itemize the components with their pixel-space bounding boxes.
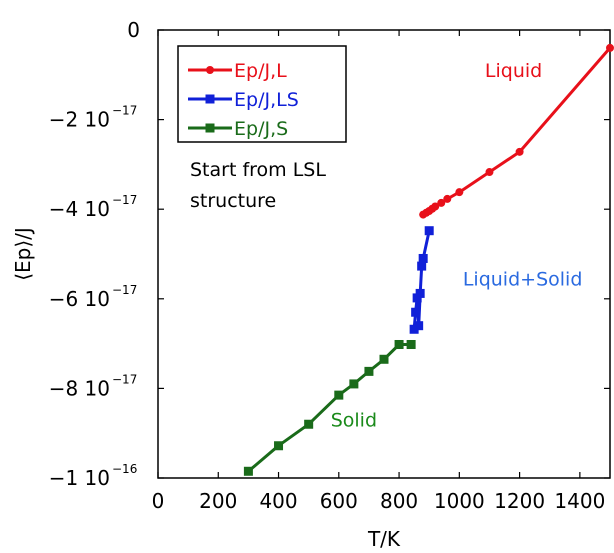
data-point xyxy=(443,194,452,203)
y-tick-label: −1 10 −16 xyxy=(49,462,138,490)
data-point xyxy=(415,288,425,298)
series-0 xyxy=(419,43,614,219)
y-tick-label: 0 xyxy=(127,18,140,42)
y-tick-exponent: −17 xyxy=(112,372,137,386)
region-label: Liquid+Solid xyxy=(463,268,583,290)
y-tick-mantissa: −6 10 xyxy=(49,287,110,311)
axis-ticks xyxy=(157,29,610,479)
x-axis-title: T/K xyxy=(367,527,401,551)
legend-entry: Ep/J,LS xyxy=(188,89,299,111)
data-point xyxy=(409,324,419,334)
y-tick-labels: 0−2 10 −17−4 10 −17−6 10 −17−8 10 −17−1 10 −1… xyxy=(49,18,140,490)
annotations: Liquid Liquid+Solid Solid xyxy=(331,60,583,431)
y-tick-mantissa: 0 xyxy=(127,18,140,42)
series-2 xyxy=(243,339,416,476)
y-tick-exponent: −16 xyxy=(112,462,137,476)
legend-note-line-2: structure xyxy=(190,190,276,212)
legend-entry: Ep/J,L xyxy=(188,60,287,82)
y-tick-exponent: −17 xyxy=(112,193,137,207)
legend-label: Ep/J,LS xyxy=(234,89,299,111)
series-layer xyxy=(243,43,614,476)
y-tick-label: −6 10 −17 xyxy=(49,283,138,311)
y-tick-label: −2 10 −17 xyxy=(49,104,138,132)
y-tick-exponent: −17 xyxy=(112,283,137,297)
data-point xyxy=(515,147,524,156)
data-point xyxy=(394,339,404,349)
data-point xyxy=(379,354,389,364)
legend-note-line-1: Start from LSL xyxy=(190,159,326,181)
data-point xyxy=(417,261,427,271)
plot-frame xyxy=(157,29,611,479)
data-point xyxy=(274,441,284,451)
y-tick-mantissa: −4 10 xyxy=(49,197,110,221)
legend-entry: Ep/J,S xyxy=(188,118,288,140)
y-axis-title: ⟨Ep⟩/J xyxy=(11,227,35,281)
legend: Ep/J,L Ep/J,LS Ep/J,S xyxy=(177,45,347,143)
data-point xyxy=(418,253,428,263)
region-label: Solid xyxy=(331,409,377,431)
data-point xyxy=(414,321,424,331)
data-point xyxy=(243,466,253,476)
x-tick-label: 400 xyxy=(259,489,297,513)
y-tick-mantissa: −2 10 xyxy=(49,108,110,132)
data-point xyxy=(411,307,421,317)
data-point xyxy=(437,198,446,207)
y-tick-label: −8 10 −17 xyxy=(49,372,138,400)
region-label: Liquid xyxy=(485,60,542,82)
data-point xyxy=(364,366,374,376)
data-point xyxy=(406,339,416,349)
y-tick-label: −4 10 −17 xyxy=(49,193,138,221)
x-tick-label: 200 xyxy=(199,489,237,513)
legend-swatch-marker xyxy=(206,66,214,74)
data-point xyxy=(349,379,359,389)
x-tick-label: 1400 xyxy=(554,489,605,513)
y-tick-mantissa: −8 10 xyxy=(49,376,110,400)
data-point xyxy=(606,43,614,52)
legend-swatch-marker xyxy=(205,123,215,133)
y-tick-exponent: −17 xyxy=(112,104,137,118)
x-tick-labels: 0 200 400 600 800 1000 1200 1400 xyxy=(152,489,606,513)
data-point xyxy=(455,188,464,197)
data-point xyxy=(485,168,494,177)
x-tick-label: 1200 xyxy=(494,489,545,513)
data-point xyxy=(431,202,440,211)
legend-entries: Ep/J,L Ep/J,LS Ep/J,S xyxy=(188,60,299,140)
data-point xyxy=(334,390,344,400)
series-1 xyxy=(409,226,434,334)
y-tick-mantissa: −1 10 xyxy=(49,466,110,490)
data-point xyxy=(304,419,314,429)
data-point xyxy=(424,226,434,236)
x-tick-label: 1000 xyxy=(434,489,485,513)
x-tick-label: 0 xyxy=(152,489,165,513)
legend-label: Ep/J,L xyxy=(234,60,287,82)
x-tick-label: 600 xyxy=(320,489,358,513)
legend-swatch-marker xyxy=(205,94,215,104)
x-tick-label: 800 xyxy=(380,489,418,513)
legend-label: Ep/J,S xyxy=(234,118,288,140)
